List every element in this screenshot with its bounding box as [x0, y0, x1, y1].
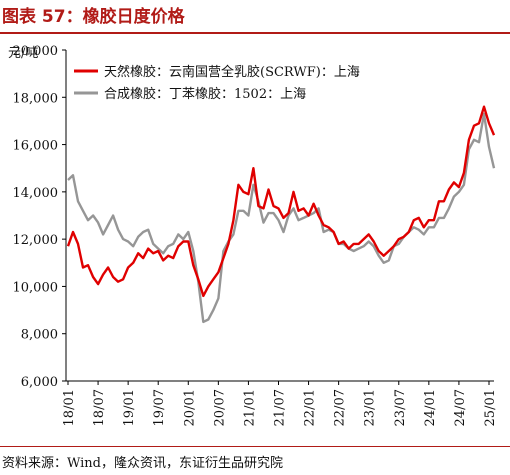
y-tick-label: 12,000 — [13, 233, 59, 248]
figure-title: 图表 57：橡胶日度价格 — [2, 7, 185, 27]
title-divider — [0, 32, 510, 34]
y-tick-label: 6,000 — [21, 375, 58, 390]
x-tick-label: 23/07 — [393, 389, 408, 426]
x-tick-label: 22/07 — [333, 389, 348, 426]
x-tick-label: 21/01 — [242, 389, 257, 426]
series-line-synthetic-rubber — [67, 112, 496, 324]
source-divider — [0, 446, 510, 447]
x-tick-label: 25/01 — [483, 389, 498, 426]
y-tick-label: 16,000 — [13, 139, 59, 154]
y-axis-label: 元/吨 — [8, 46, 38, 61]
x-tick-label: 22/01 — [303, 389, 318, 426]
x-tick-label: 24/01 — [423, 389, 438, 426]
series-line-natural-rubber — [66, 105, 496, 298]
axes: 6,000 8,000 10,000 12,000 14,000 16,000 18,000… — [13, 44, 498, 426]
x-tick-label: 20/01 — [182, 389, 197, 426]
x-tick-label: 19/07 — [152, 389, 167, 426]
x-tick-label: 18/07 — [92, 389, 107, 426]
legend-label-synthetic-rubber: 合成橡胶：丁苯橡胶：1502：上海 — [104, 86, 306, 102]
source-note: 资料来源：Wind，隆众资讯，东证衍生品研究院 — [2, 456, 283, 471]
line-chart: 元/吨 6,000 8,000 10,000 12,000 14,000 16,000 18… — [8, 44, 498, 426]
legend-label-natural-rubber: 天然橡胶：云南国营全乳胶(SCRWF)：上海 — [104, 64, 360, 80]
legend: 天然橡胶：云南国营全乳胶(SCRWF)：上海 合成橡胶：丁苯橡胶：1502：上海 — [74, 64, 360, 102]
y-tick-label: 18,000 — [13, 91, 59, 106]
y-tick-label: 20,000 — [13, 44, 59, 59]
x-tick-label: 23/01 — [363, 389, 378, 426]
x-tick-label: 19/01 — [122, 389, 137, 426]
y-tick-label: 10,000 — [13, 280, 59, 295]
series-layer — [66, 105, 496, 324]
x-tick-label: 24/07 — [453, 389, 468, 426]
y-tick-label: 8,000 — [21, 328, 58, 343]
x-tick-label: 21/07 — [272, 389, 287, 426]
x-tick-label: 20/07 — [212, 389, 227, 426]
x-tick-label: 18/01 — [62, 389, 77, 426]
y-tick-label: 14,000 — [13, 186, 59, 201]
